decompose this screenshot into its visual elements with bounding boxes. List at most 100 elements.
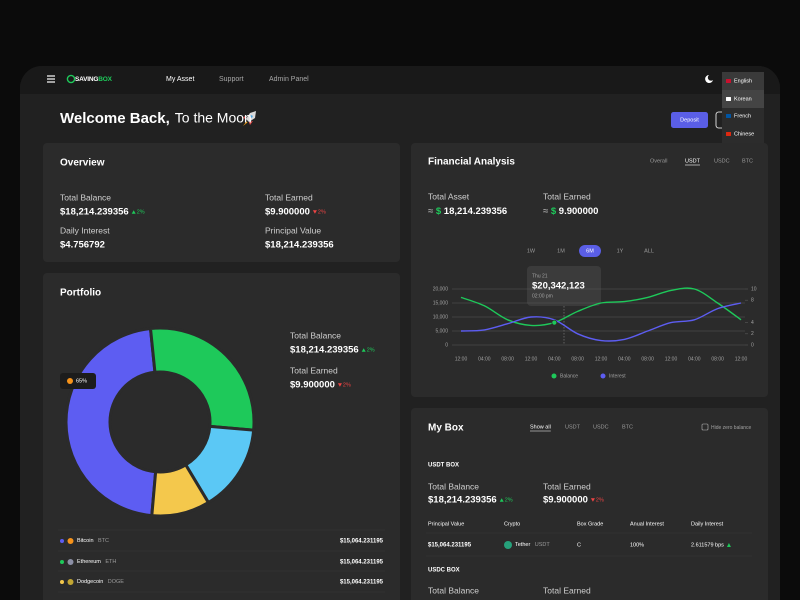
- cell: 2.611579 bps: [691, 542, 724, 548]
- asset-name: Bitcoin BTC: [77, 532, 109, 549]
- tab[interactable]: USDC: [714, 158, 730, 164]
- language-option[interactable]: English: [734, 78, 752, 84]
- text-part: $: [436, 206, 442, 217]
- donut-segment: [148, 326, 256, 432]
- tab[interactable]: Show all: [530, 424, 551, 430]
- box-title: USDC BOX: [428, 568, 460, 574]
- trend-arrow: [726, 543, 731, 547]
- range-button[interactable]: 1M: [557, 248, 565, 254]
- change-label: 2%: [367, 347, 375, 353]
- x-tick-label: 12:00: [525, 356, 538, 362]
- x-tick-label: 08:00: [571, 356, 584, 362]
- tab[interactable]: USDT: [565, 424, 581, 430]
- user-name: To the Moon: [175, 110, 252, 126]
- flag: [726, 79, 731, 83]
- text-part: USDT: [535, 542, 551, 548]
- x-tick-label: 08:00: [711, 356, 724, 362]
- trend-arrow: [361, 348, 366, 352]
- language-option[interactable]: Korean: [734, 96, 752, 102]
- language-highlight: [722, 72, 764, 90]
- text-part: BOX: [98, 76, 112, 83]
- y2-tick-label: 0: [751, 342, 754, 348]
- trend-arrow: [499, 498, 504, 502]
- stat-value: $9.900000: [290, 380, 335, 391]
- donut-tooltip: [60, 373, 96, 389]
- theme-toggle[interactable]: [705, 75, 713, 83]
- change-label: 2%: [596, 497, 604, 503]
- coin-icon: [67, 378, 73, 384]
- overview-panel: [43, 143, 400, 262]
- legend-label: Interest: [609, 373, 626, 379]
- y2-tick-label: 10: [751, 286, 757, 292]
- tether-icon: [504, 541, 512, 549]
- x-tick-label: 12:00: [665, 356, 678, 362]
- tab[interactable]: BTC: [742, 158, 753, 164]
- text-part: $: [551, 206, 557, 217]
- asset-icon: [67, 559, 74, 565]
- greeting: Welcome Back,: [60, 110, 170, 127]
- mybox-panel: [411, 408, 768, 600]
- cell: C: [577, 542, 581, 548]
- text-part: ≈: [543, 206, 549, 217]
- x-tick-label: 04:00: [548, 356, 561, 362]
- asset-name: Ethereum ETH: [77, 553, 116, 570]
- flag: [726, 132, 731, 136]
- trend-arrow: [590, 498, 595, 502]
- column-header: Daily Interest: [691, 521, 724, 527]
- nav-link[interactable]: My Asset: [166, 76, 194, 83]
- tab[interactable]: USDC: [593, 424, 609, 430]
- stat-label: Total Earned: [265, 192, 313, 202]
- nav-bar: [20, 66, 780, 94]
- deposit-label: Deposit: [680, 117, 699, 123]
- asset-name: Dodgecoin DOGE: [77, 573, 124, 590]
- text-part: 9.900000: [559, 206, 599, 217]
- column-header: Box Grade: [577, 521, 603, 527]
- legend-swatch: [551, 373, 557, 379]
- x-tick-label: 12:00: [595, 356, 608, 362]
- checkbox[interactable]: [701, 423, 709, 431]
- asset-dot: [60, 580, 64, 584]
- trend-arrow: [312, 210, 317, 214]
- language-option[interactable]: Chinese: [734, 131, 754, 137]
- language-option[interactable]: French: [734, 113, 751, 119]
- text-part: BTC: [98, 538, 109, 544]
- y2-tick-label: 2: [751, 331, 754, 337]
- asset-amount: $15,064.231195: [340, 560, 384, 566]
- tooltip-marker: [551, 319, 558, 326]
- menu-icon[interactable]: [47, 75, 55, 83]
- tab[interactable]: Overall: [650, 158, 667, 164]
- donut-tooltip-label: 65%: [76, 378, 87, 384]
- cell: 100%: [630, 542, 644, 548]
- stat-label: Total Earned: [543, 481, 591, 491]
- x-tick-label: 12:00: [455, 356, 468, 362]
- column-header: Principal Value: [428, 521, 464, 527]
- deposit-button[interactable]: [671, 112, 708, 128]
- range-button[interactable]: ALL: [644, 248, 654, 254]
- stat-label: Total Earned: [543, 191, 591, 201]
- tab[interactable]: USDT: [685, 158, 701, 164]
- asset-amount: $15,064.231195: [340, 580, 384, 586]
- cell: Tether USDT: [515, 536, 550, 553]
- logo: SAVINGBOX: [75, 76, 113, 83]
- range-button[interactable]: 1W: [527, 248, 536, 254]
- nav-link[interactable]: Admin Panel: [269, 76, 309, 83]
- stat-value: ≈ $ 18,214.239356: [428, 206, 507, 217]
- legend-swatch: [600, 373, 606, 379]
- tooltip-value: $20,342,123: [532, 281, 585, 292]
- tab[interactable]: BTC: [622, 424, 633, 430]
- text-part: Ethereum: [77, 559, 101, 565]
- nav-link[interactable]: Support: [219, 76, 244, 83]
- range-button[interactable]: 1Y: [617, 248, 624, 254]
- stat-value: $9.900000: [265, 207, 310, 218]
- stat-value: $18,214.239356: [428, 495, 497, 506]
- y2-tick-label: 4: [751, 320, 754, 326]
- stat-label: Principal Value: [265, 225, 321, 235]
- y-tick-label: 10,000: [433, 314, 449, 320]
- change-label: 2%: [343, 382, 351, 388]
- x-tick-label: 08:00: [501, 356, 514, 362]
- flag: [726, 97, 731, 101]
- x-tick-label: 04:00: [478, 356, 491, 362]
- range-button[interactable]: 6M: [586, 248, 594, 254]
- stat-value: $18,214.239356: [60, 207, 129, 218]
